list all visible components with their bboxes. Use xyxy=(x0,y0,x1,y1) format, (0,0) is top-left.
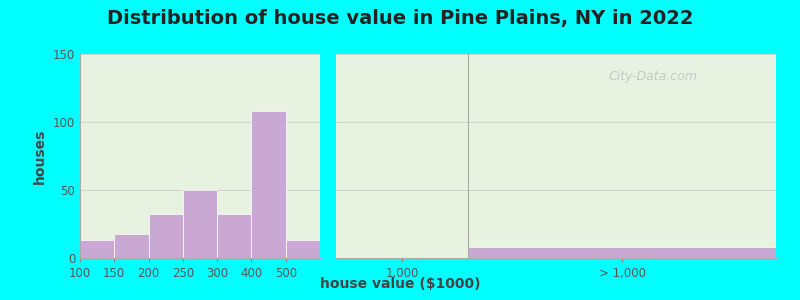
Text: house value ($1000): house value ($1000) xyxy=(320,277,480,291)
Bar xyxy=(286,240,320,258)
Bar xyxy=(114,233,149,258)
Bar xyxy=(251,111,286,258)
Text: Distribution of house value in Pine Plains, NY in 2022: Distribution of house value in Pine Plai… xyxy=(106,9,694,28)
Text: City-Data.com: City-Data.com xyxy=(608,70,698,83)
Y-axis label: houses: houses xyxy=(34,128,47,184)
Bar xyxy=(80,240,114,258)
Bar xyxy=(149,214,183,258)
Bar xyxy=(468,247,776,258)
Bar xyxy=(217,214,251,258)
Bar xyxy=(183,190,217,258)
